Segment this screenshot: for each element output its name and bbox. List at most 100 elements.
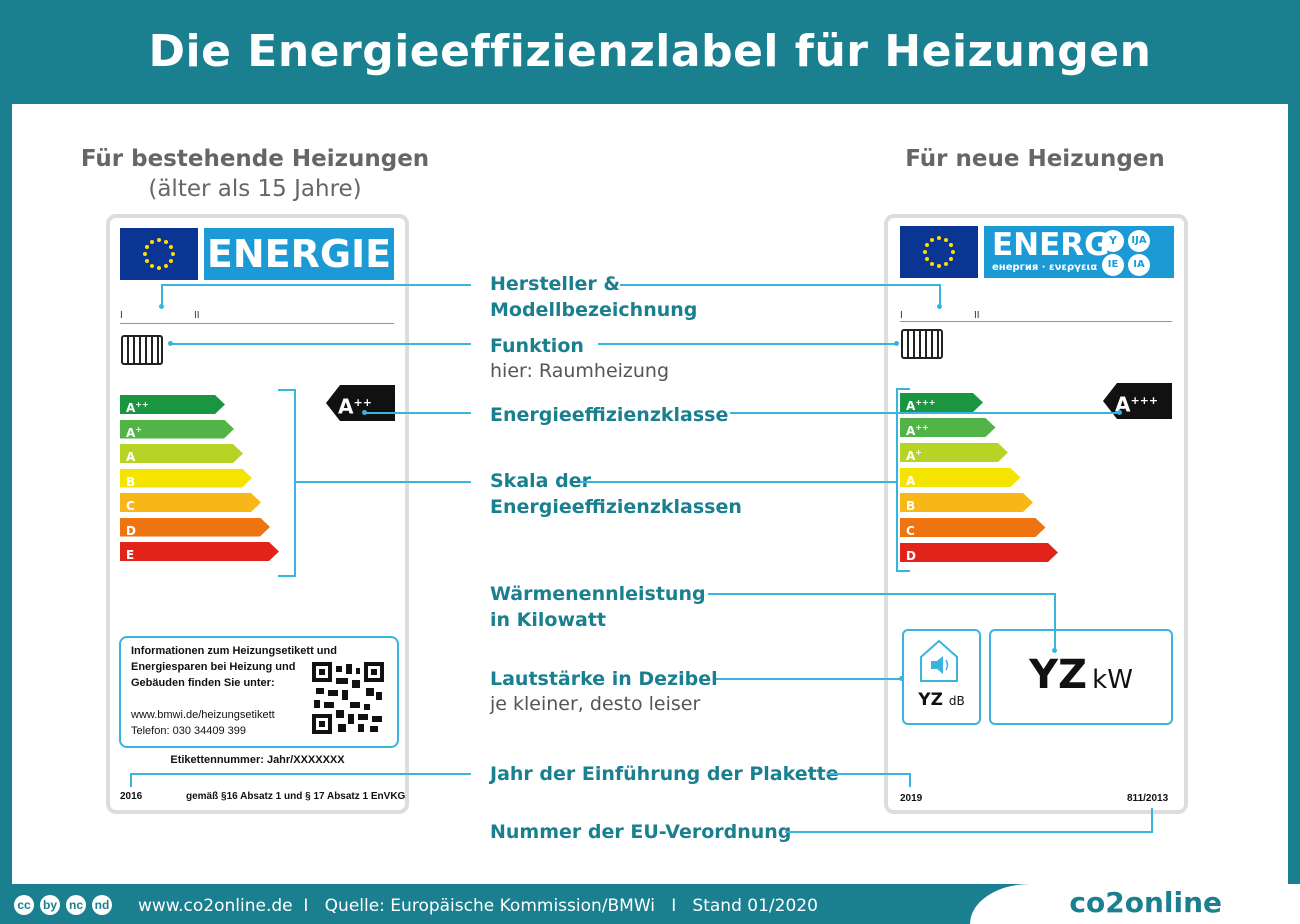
left-class-bar: D [120, 518, 270, 537]
nd-icon: nd [92, 895, 112, 915]
right-class-label: A [906, 424, 916, 438]
left-law: gemäß §16 Absatz 1 und § 17 Absatz 1 EnV… [186, 791, 406, 802]
left-class-label: E [126, 548, 135, 562]
badge-y: Y [1102, 230, 1124, 252]
info-line-3: Gebäuden finden Sie unter: [131, 677, 275, 689]
left-rating-sup: ++ [353, 396, 372, 409]
co2online-logo: co2online [1069, 886, 1222, 919]
energ-word: ENERG [992, 227, 1110, 263]
right-year: 2019 [900, 793, 923, 804]
callout-laut: Lautstärke in Dezibel [490, 668, 718, 690]
energ-sub: енергия · ενεργεια [992, 262, 1098, 273]
tick-ii-right: II [974, 310, 980, 321]
right-class-label: A [906, 399, 916, 413]
left-class-label: A [126, 401, 136, 415]
tick-i-right: I [900, 310, 903, 321]
left-class-bar: C [120, 493, 261, 512]
right-class-bar: D [900, 543, 1058, 562]
left-scale-bracket [278, 389, 296, 577]
energ-banner: ENERG енергия · ενεργεια Y IJA IE IA [984, 226, 1174, 278]
noise-value: YZ [918, 690, 943, 710]
noise-unit: dB [948, 694, 965, 708]
left-class-label: B [126, 474, 136, 489]
callout-skala-1: Skala der [490, 470, 591, 492]
right-class-label: D [906, 549, 916, 563]
eu-flag-icon-right [900, 226, 978, 278]
power-unit: kW [1092, 665, 1133, 695]
qr-code-icon [312, 662, 384, 739]
footer-text: www.co2online.de I Quelle: Europäische K… [138, 896, 818, 916]
nc-icon: nc [66, 895, 86, 915]
left-class-bar: A [120, 444, 243, 463]
callout-klasse: Energieeffizienzklasse [490, 404, 729, 426]
etikett-number: Etikettennummer: Jahr/XXXXXXX [170, 754, 345, 766]
left-info-box [119, 636, 399, 748]
callout-hersteller-2: Modellbezeichnung [490, 299, 698, 321]
right-class-label: B [906, 499, 916, 513]
right-class-sup: ++ [915, 423, 929, 432]
callout-waerme-2: in Kilowatt [490, 609, 606, 631]
callout-nummer: Nummer der EU-Verordnung [490, 821, 792, 843]
right-energy-label [884, 214, 1188, 814]
left-heading: Für bestehende Heizungen [80, 146, 430, 172]
right-regulation: 811/2013 [1127, 793, 1169, 804]
energie-banner: ENERGIE [204, 228, 394, 280]
info-line-2: Energiesparen bei Heizung und [131, 661, 296, 673]
radiator-icon-right [900, 328, 944, 367]
power-value: YZ [1029, 652, 1088, 698]
left-rating-arrow: A++ [326, 385, 395, 421]
callout-jahr: Jahr der Einführung der Plakette [490, 763, 839, 785]
footer-logo-area [970, 884, 1300, 924]
right-heading: Für neue Heizungen [905, 146, 1165, 172]
info-url: www.bmwi.de/heizungsetikett [131, 709, 275, 721]
right-class-bar: C [900, 518, 1046, 537]
left-subheading: (älter als 15 Jahre) [148, 176, 362, 202]
right-class-bar: A [900, 468, 1021, 487]
left-year: 2016 [120, 791, 143, 802]
left-class-sup: ++ [135, 400, 149, 409]
radiator-icon [120, 334, 164, 373]
left-class-label: C [126, 499, 135, 513]
left-class-bar: A++ [120, 395, 225, 414]
right-scale-bracket [896, 388, 910, 572]
power-value-row: YZ kW [989, 652, 1173, 698]
left-class-label: D [126, 523, 136, 538]
eu-flag-icon [120, 228, 198, 280]
right-class-sup: + [915, 448, 922, 457]
callout-funktion: Funktion [490, 335, 584, 357]
callout-skala-2: Energieeffizienzklassen [490, 496, 742, 518]
info-line-1: Informationen zum Heizungsetikett und [131, 645, 337, 657]
left-rating-label: A [338, 394, 354, 419]
right-class-bar: A+ [900, 443, 1008, 462]
left-class-bar: E [120, 542, 279, 561]
right-class-label: C [906, 524, 915, 538]
callout-laut-sub: je kleiner, desto leiser [490, 693, 701, 715]
model-line [120, 323, 394, 324]
left-class-label: A [126, 450, 136, 464]
by-icon: by [40, 895, 60, 915]
right-class-bar: A+++ [900, 393, 983, 412]
badge-ie: IE [1102, 254, 1124, 276]
info-phone: Telefon: 030 34409 399 [131, 725, 246, 737]
power-box [989, 629, 1173, 725]
right-class-bar: A++ [900, 418, 996, 437]
left-class-bar: A+ [120, 420, 234, 439]
right-class-sup: +++ [915, 398, 936, 407]
speaker-house-icon [917, 637, 961, 690]
badge-ija: IJA [1128, 230, 1150, 252]
callout-waerme-1: Wärmenennleistung [490, 583, 706, 605]
tick-ii: II [194, 310, 200, 321]
badge-ia: IA [1128, 254, 1150, 276]
noise-value-row: YZ dB [902, 690, 981, 710]
right-class-label: A [906, 474, 916, 488]
left-class-sup: + [135, 424, 142, 434]
right-rating-sup: +++ [1130, 394, 1159, 407]
callout-funktion-sub: hier: Raumheizung [490, 360, 670, 382]
header-bar [0, 0, 1300, 104]
left-class-bar: B [120, 469, 252, 488]
right-class-label: A [906, 449, 916, 463]
callout-hersteller-1: Hersteller & [490, 273, 620, 295]
right-class-bar: B [900, 493, 1033, 512]
cc-icon: cc [14, 895, 34, 915]
page-title: Die Energieeffizienzlabel für Heizungen [148, 26, 1152, 77]
